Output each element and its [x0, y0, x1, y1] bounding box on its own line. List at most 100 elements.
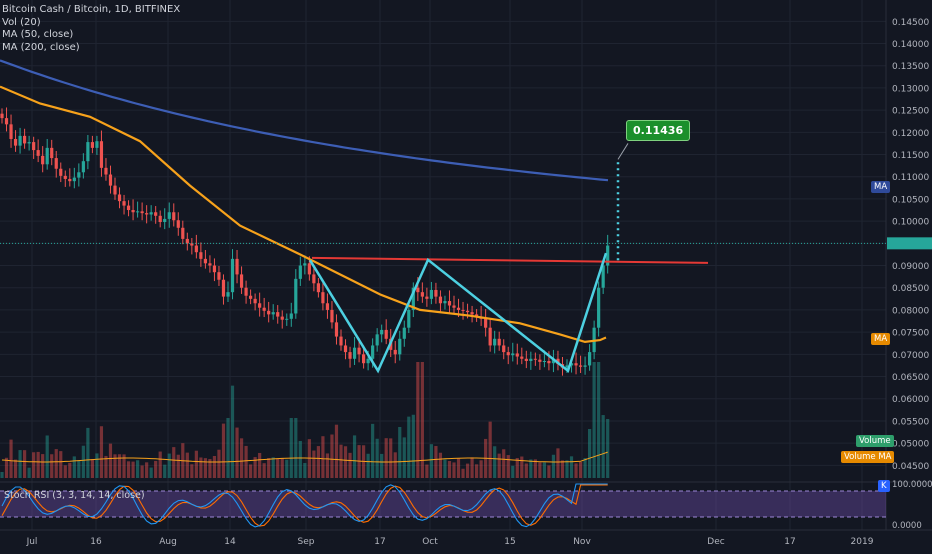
candle-body: [54, 158, 58, 169]
candle-body: [217, 272, 221, 280]
candle-body: [321, 292, 325, 304]
candle: [511, 342, 515, 362]
candle: [447, 290, 452, 314]
candle-body: [59, 168, 63, 176]
y-tick-label: 0.08000: [892, 306, 929, 316]
candle-body: [330, 309, 334, 323]
candle-body: [176, 220, 180, 228]
volume-bar: [592, 362, 596, 478]
x-tick-label: 2019: [851, 537, 874, 547]
candle-body: [307, 263, 311, 275]
volume-bar: [411, 414, 415, 478]
candle: [239, 266, 244, 294]
y-tick-label: 0.12000: [892, 129, 929, 139]
candle: [298, 256, 302, 286]
candle-body: [434, 289, 438, 297]
candle: [86, 134, 90, 170]
candle-body: [262, 307, 266, 311]
candle-body: [226, 292, 230, 297]
volume-bar: [27, 467, 31, 478]
candle-body: [149, 212, 153, 215]
volume-bar: [285, 459, 289, 478]
volume-bar: [280, 457, 284, 478]
candle-body: [158, 215, 162, 223]
candle: [488, 318, 492, 352]
candle-body: [529, 358, 533, 361]
candle: [429, 281, 433, 305]
candle-body: [578, 365, 583, 367]
volume-bar: [366, 453, 370, 478]
candle-body: [289, 313, 293, 319]
candle: [244, 280, 248, 304]
candle-body: [601, 265, 605, 288]
volume-bar: [4, 457, 9, 478]
volume-bar: [194, 450, 198, 478]
volume-bar: [203, 458, 207, 478]
candle: [221, 274, 226, 305]
candle-body: [493, 338, 497, 346]
candle-body: [352, 347, 357, 359]
candle: [9, 114, 13, 148]
candle: [126, 200, 131, 217]
candle: [574, 352, 578, 375]
volume-bar: [113, 454, 117, 478]
y-tick-label: 0.14500: [892, 18, 929, 28]
candle: [497, 331, 501, 351]
candle: [176, 212, 180, 236]
candle: [122, 194, 126, 215]
volume-bar: [398, 427, 402, 478]
candle-body: [325, 303, 330, 310]
volume-bar: [588, 429, 592, 478]
candle: [515, 343, 519, 365]
candle-body: [68, 178, 72, 182]
volume-bar: [452, 462, 456, 478]
volume-bar: [199, 457, 203, 478]
volume-bar: [402, 437, 406, 478]
volume-bar: [208, 459, 212, 478]
ma200-price-badge: MA: [871, 181, 891, 193]
volume-ma-badge: Volume MA: [841, 451, 895, 463]
candle: [533, 352, 537, 366]
volume-bar: [606, 419, 610, 478]
candle-body: [276, 312, 280, 317]
volume-bar: [375, 438, 379, 478]
candle: [41, 146, 45, 173]
volume-bar: [520, 456, 524, 478]
candle-body: [506, 352, 510, 356]
volume-bar: [506, 455, 510, 478]
volume-bar: [163, 464, 167, 478]
candle: [280, 310, 284, 329]
candle-body: [113, 185, 117, 195]
candle-body: [380, 329, 384, 335]
candle: [321, 281, 325, 311]
volume-bar: [416, 362, 420, 478]
volume-bar: [330, 434, 334, 478]
candle: [334, 314, 339, 345]
volume-bar: [154, 460, 158, 478]
candle-body: [551, 358, 556, 364]
candle-body: [343, 345, 348, 353]
volume-bar: [443, 459, 447, 478]
candle-body: [371, 345, 375, 359]
candle-body: [95, 141, 99, 148]
candle: [149, 205, 153, 221]
x-tick-label: Jul: [26, 537, 38, 547]
candle-body: [515, 353, 519, 357]
candle-body: [36, 150, 40, 156]
candle: [163, 208, 167, 230]
x-tick-label: Aug: [159, 537, 177, 547]
volume-bar: [556, 448, 560, 478]
candle: [520, 347, 524, 365]
volume-bar: [529, 459, 533, 478]
volume-bar: [158, 451, 162, 478]
candle: [72, 167, 76, 189]
candle-body: [470, 312, 474, 315]
x-tick-label: 15: [504, 537, 515, 547]
candle: [54, 150, 58, 178]
candle-body: [258, 303, 262, 308]
candle-body: [393, 349, 397, 355]
candle: [285, 313, 289, 326]
y-tick-label: 0.07500: [892, 329, 929, 339]
